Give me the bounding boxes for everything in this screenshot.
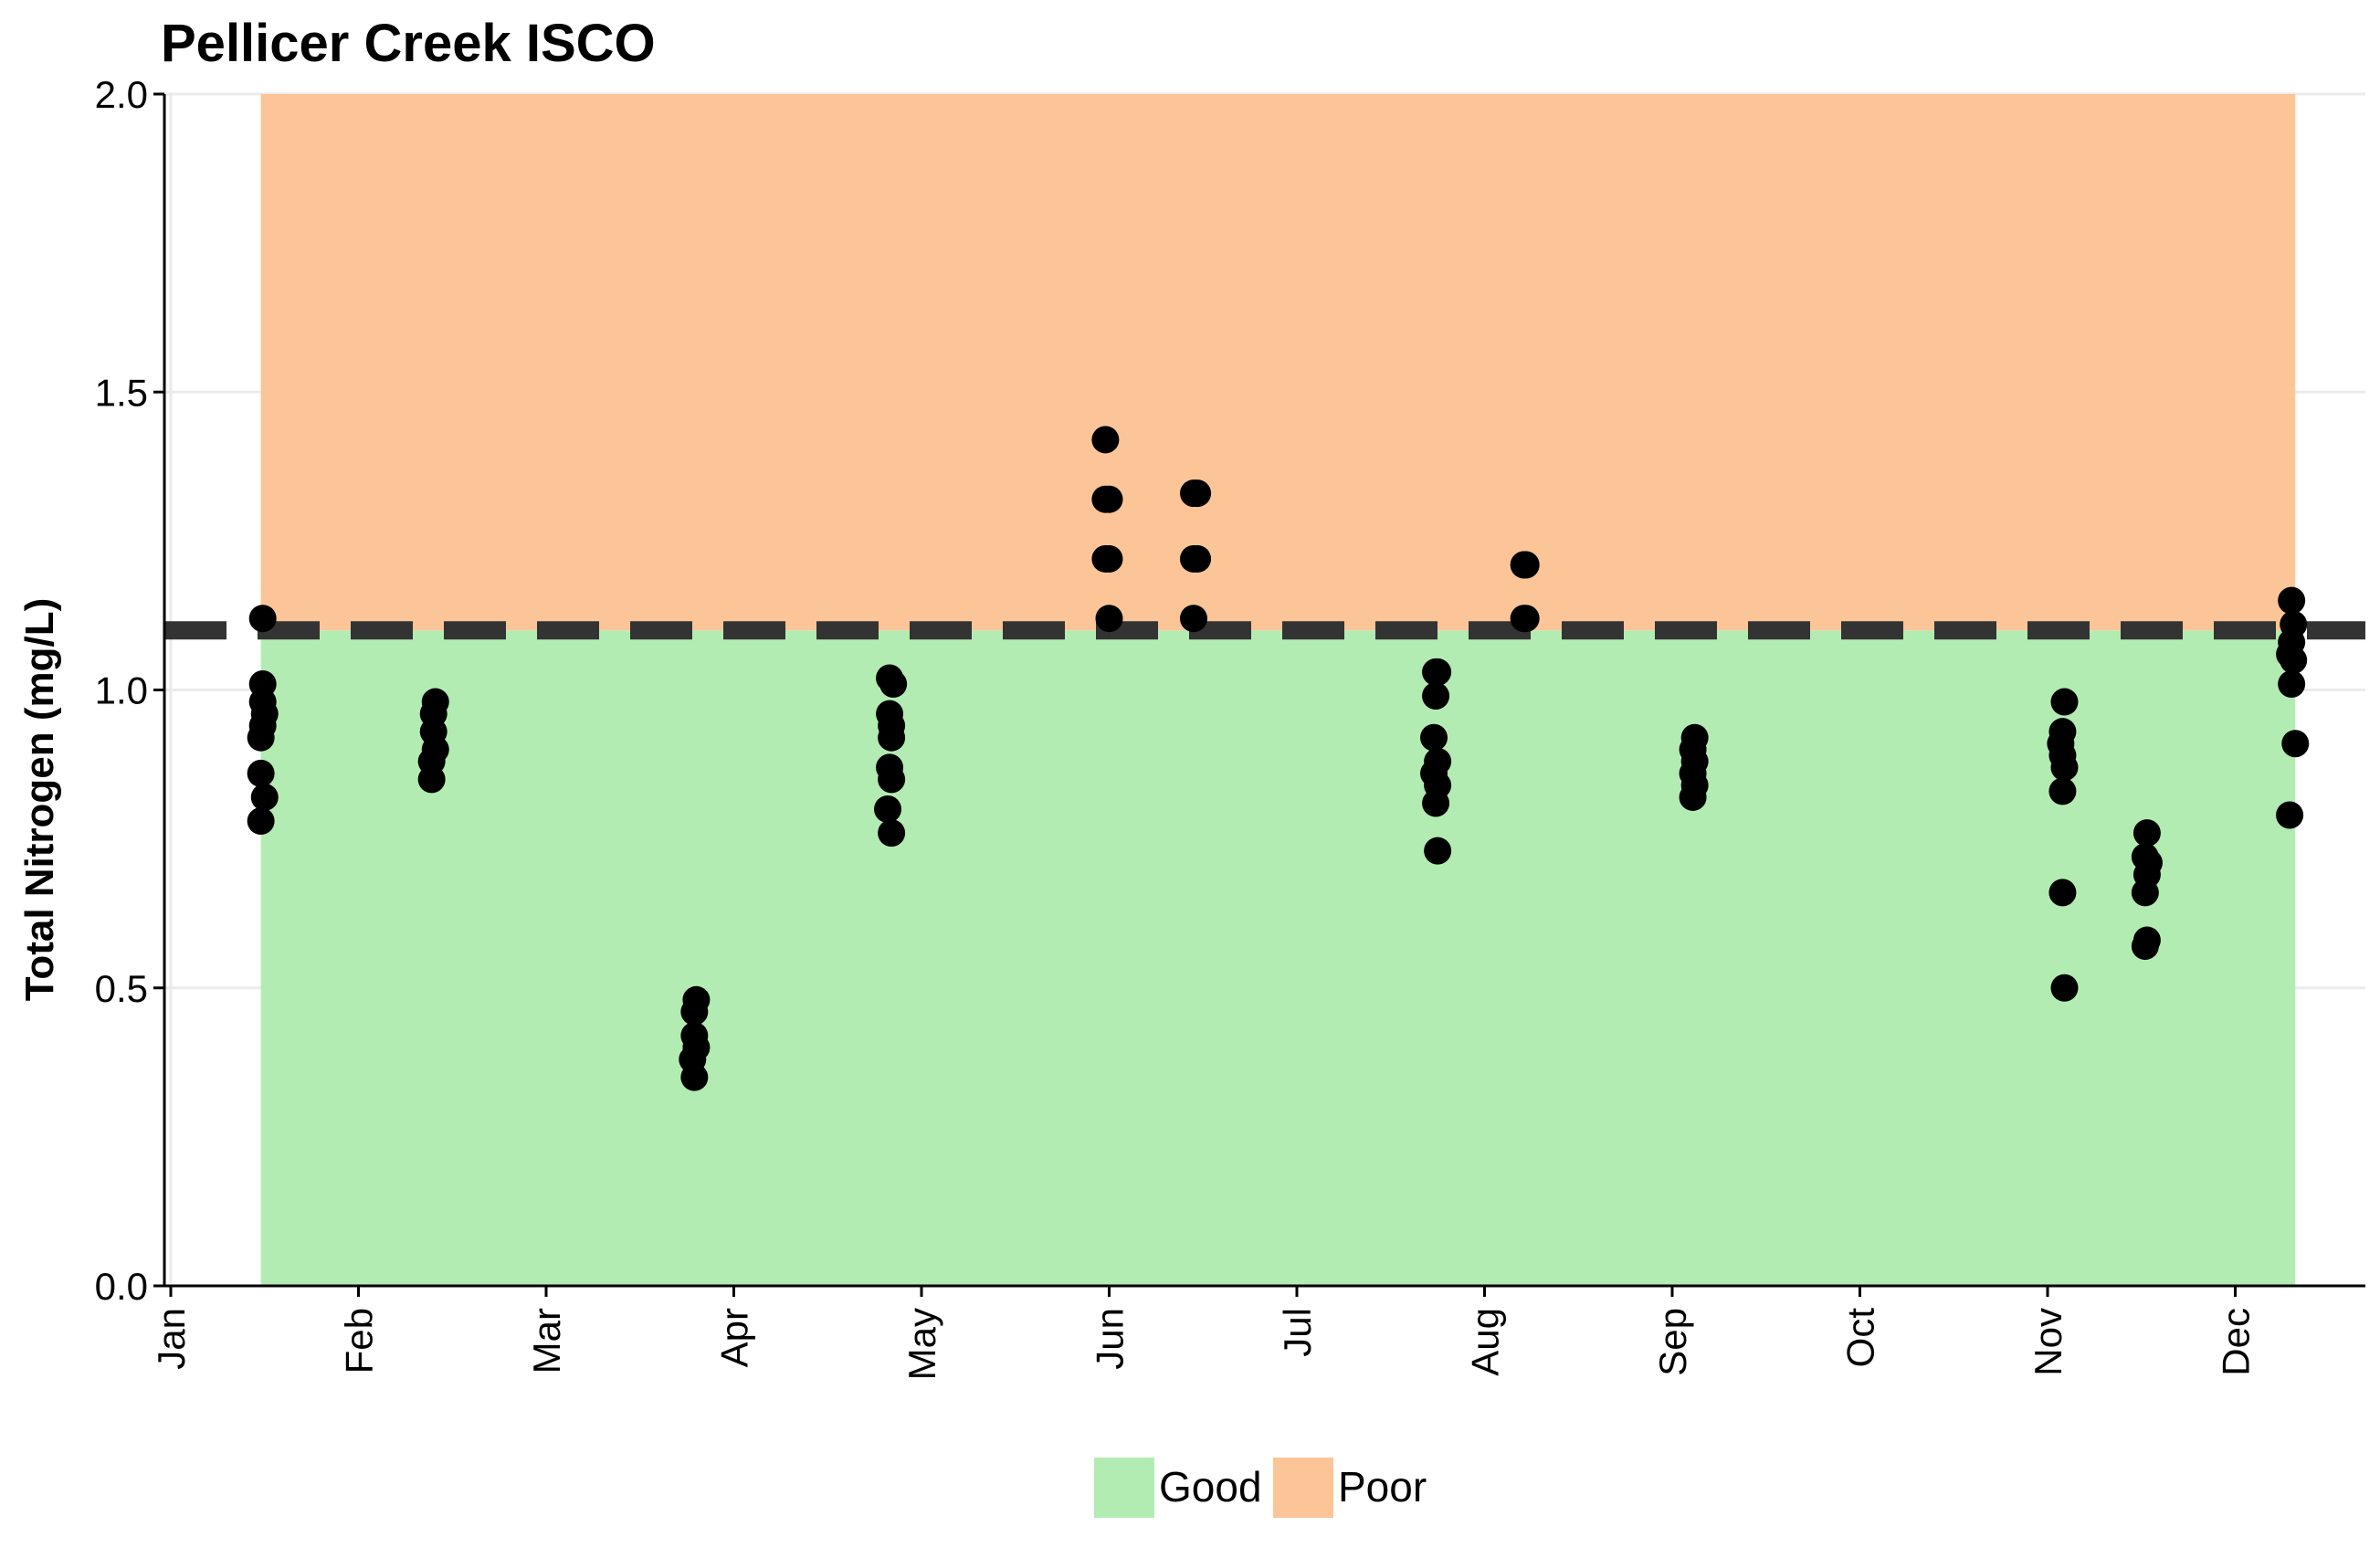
data-point-39 [1184, 544, 1212, 573]
y-tick-label-2: 1.0 [95, 669, 148, 712]
data-point-51 [1511, 551, 1540, 579]
data-point-68 [2133, 819, 2161, 847]
data-point-6 [247, 759, 275, 787]
data-point-53 [1511, 605, 1540, 633]
data-point-75 [2278, 586, 2306, 615]
x-tick-label-feb: Feb [338, 1308, 381, 1374]
data-point-82 [2276, 801, 2304, 829]
legend-swatch-poor [1273, 1458, 1333, 1518]
data-point-37 [1184, 479, 1212, 508]
data-points [247, 426, 2310, 1091]
y-axis-title: Total Nitrogen (mg/L) [17, 598, 62, 1002]
data-point-34 [1095, 544, 1123, 573]
data-point-29 [878, 819, 906, 847]
data-point-49 [1424, 837, 1452, 865]
y-tick-label-1: 0.5 [95, 967, 148, 1010]
x-tick-label-may: May [900, 1308, 943, 1380]
data-point-28 [874, 795, 902, 823]
data-point-30 [1091, 426, 1120, 454]
data-point-79 [2280, 646, 2308, 674]
data-point-43 [1422, 682, 1450, 711]
y-axis-ticks: 0.0 0.5 1.0 1.5 2.0 [95, 73, 164, 1308]
data-point-32 [1095, 485, 1123, 513]
legend-label-poor: Poor [1338, 1463, 1427, 1511]
x-tick-label-sep: Sep [1651, 1308, 1694, 1376]
x-tick-label-nov: Nov [2027, 1308, 2069, 1376]
data-point-74 [2131, 932, 2159, 961]
data-point-40 [1179, 605, 1207, 633]
data-point-81 [2281, 730, 2310, 758]
legend: Good Poor [1094, 1458, 1427, 1518]
y-tick-label-4: 2.0 [95, 73, 148, 116]
x-tick-label-aug: Aug [1464, 1308, 1507, 1376]
quality-bands [260, 94, 2296, 1286]
data-point-44 [1420, 723, 1448, 752]
data-point-67 [2050, 974, 2079, 1002]
data-point-5 [247, 723, 275, 752]
data-point-60 [2050, 688, 2079, 716]
data-point-66 [2048, 879, 2077, 907]
x-tick-label-oct: Oct [1839, 1308, 1882, 1368]
data-point-14 [417, 765, 446, 794]
data-point-42 [1422, 658, 1450, 686]
data-point-48 [1422, 789, 1450, 817]
data-point-35 [1095, 605, 1123, 633]
data-point-65 [2048, 777, 2077, 805]
legend-label-good: Good [1159, 1463, 1262, 1511]
legend-swatch-good [1094, 1458, 1154, 1518]
data-point-25 [878, 723, 906, 752]
data-point-16 [680, 997, 709, 1026]
y-axis-title-group: Total Nitrogen (mg/L) [17, 598, 62, 1002]
data-point-72 [2131, 879, 2159, 907]
y-tick-label-3: 1.5 [95, 371, 148, 414]
x-tick-label-jul: Jul [1276, 1308, 1319, 1357]
data-point-8 [247, 807, 275, 836]
x-tick-label-jan: Jan [150, 1308, 193, 1370]
x-tick-label-jun: Jun [1089, 1308, 1132, 1370]
data-point-22 [879, 669, 908, 698]
data-point-80 [2278, 669, 2306, 698]
x-tick-label-dec: Dec [2215, 1308, 2258, 1376]
band-poor [260, 94, 2296, 631]
y-tick-label-0: 0.0 [95, 1265, 148, 1308]
x-tick-label-apr: Apr [713, 1308, 756, 1367]
data-point-7 [250, 783, 279, 811]
x-tick-label-mar: Mar [525, 1308, 568, 1374]
data-point-64 [2050, 753, 2079, 782]
data-point-59 [1679, 783, 1707, 811]
data-point-27 [878, 765, 906, 794]
band-good [260, 630, 2296, 1286]
chart-title: Pellicer Creek ISCO [161, 14, 656, 73]
x-axis-ticks: Jan Feb Mar Apr May Jun Jul Aug Sep Oct Nov Dec [150, 1286, 2258, 1380]
data-point-0 [248, 605, 277, 633]
data-point-20 [680, 1063, 709, 1091]
